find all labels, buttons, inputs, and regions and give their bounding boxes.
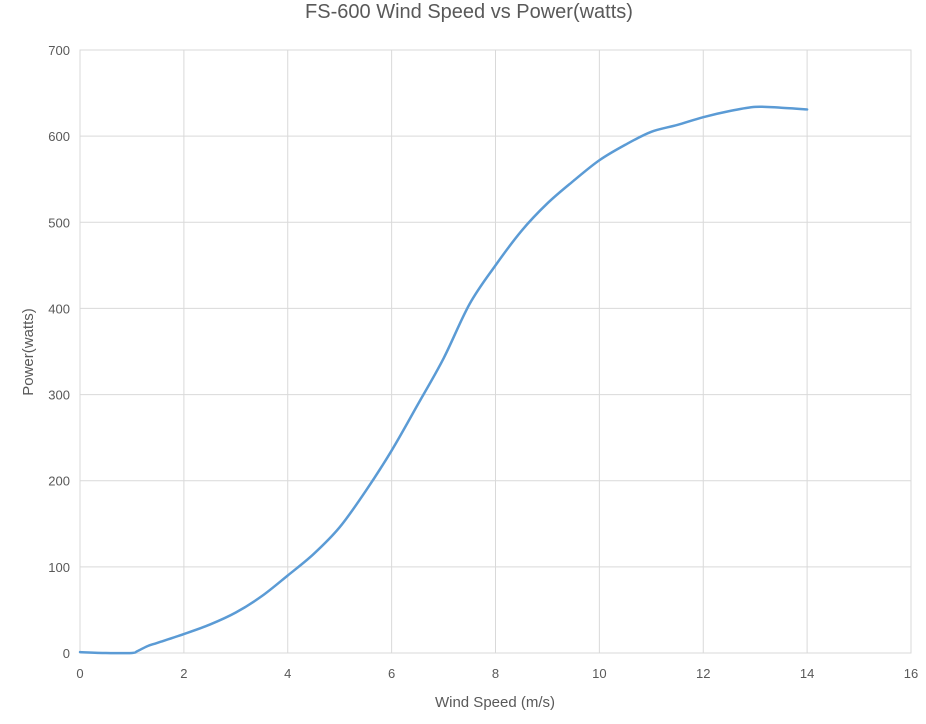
x-tick-label: 0	[76, 666, 83, 681]
y-tick-label: 400	[48, 301, 70, 316]
y-tick-label: 200	[48, 474, 70, 489]
x-tick-label: 14	[800, 666, 814, 681]
x-tick-label: 10	[592, 666, 606, 681]
series-layer	[78, 105, 809, 655]
x-tick-label: 12	[696, 666, 710, 681]
plot-area-border	[79, 49, 912, 654]
x-axis-label: Wind Speed (m/s)	[435, 694, 555, 711]
x-axis-ticks: 0 2 4 6 8 10 12 14 16	[76, 666, 918, 681]
y-tick-label: 500	[48, 215, 70, 230]
y-tick-label: 100	[48, 560, 70, 575]
x-tick-label: 2	[180, 666, 187, 681]
y-tick-label: 0	[63, 646, 70, 661]
x-tick-label: 16	[904, 666, 918, 681]
y-axis-ticks: 0 100 200 300 400 500 600 700	[48, 43, 70, 661]
x-tick-label: 4	[284, 666, 291, 681]
chart-title: FS-600 Wind Speed vs Power(watts)	[305, 1, 633, 23]
grid-lines	[79, 49, 912, 654]
y-tick-label: 600	[48, 129, 70, 144]
x-tick-label: 8	[492, 666, 499, 681]
x-tick-label: 6	[388, 666, 395, 681]
y-tick-label: 300	[48, 388, 70, 403]
y-axis-label: Power(watts)	[20, 308, 37, 396]
y-tick-label: 700	[48, 43, 70, 58]
power-curve-line	[78, 105, 809, 655]
